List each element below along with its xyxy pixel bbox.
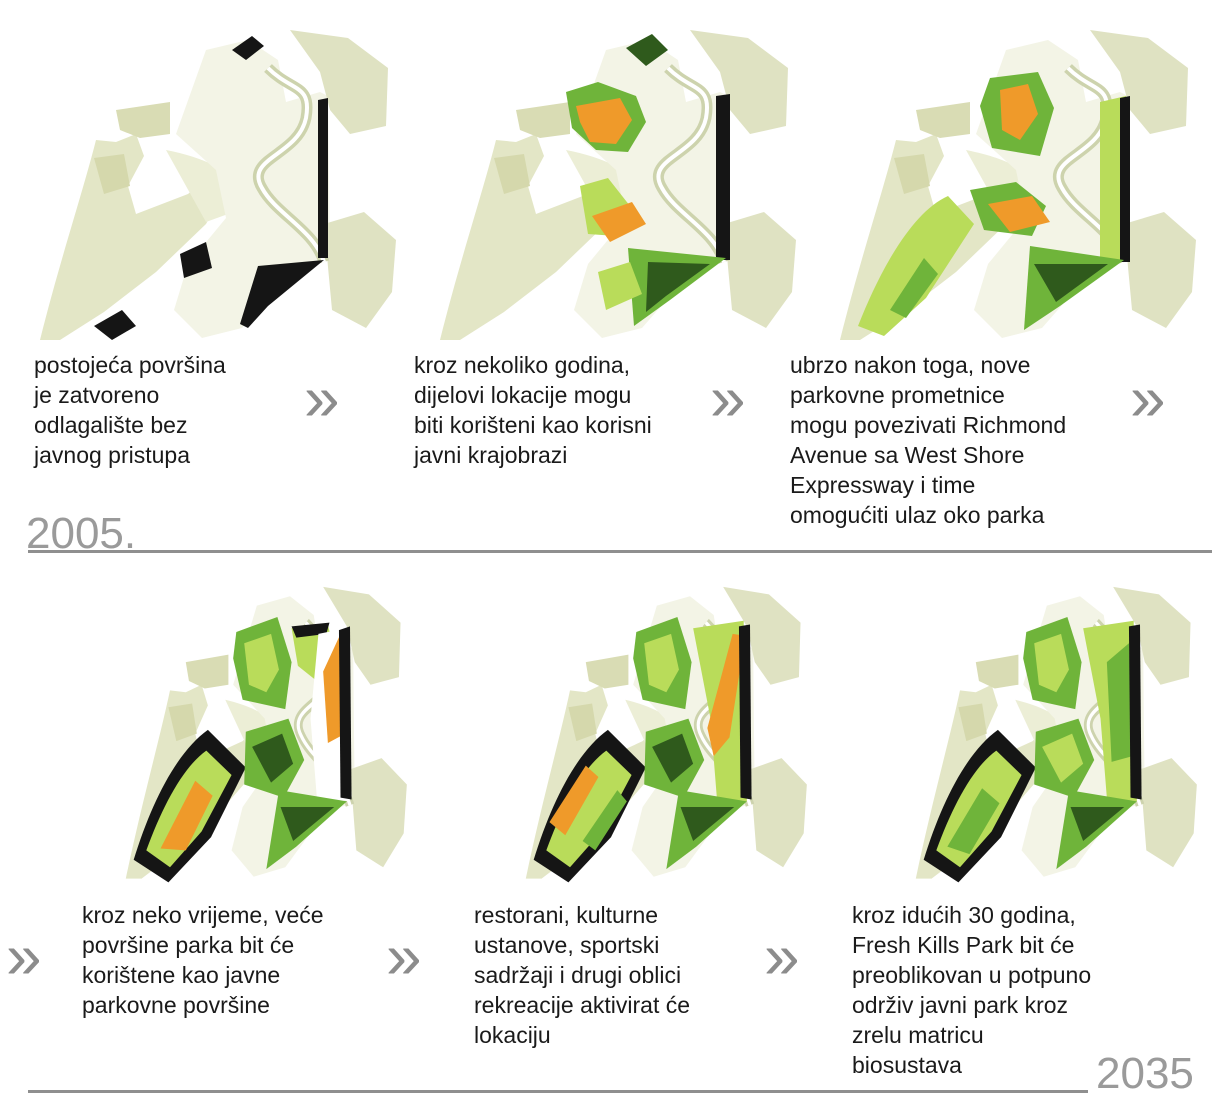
- phase-map-1: [20, 10, 400, 350]
- stage-1-caption: postojeća površina je zatvoreno odlagali…: [34, 350, 226, 470]
- start-year-label: 2005.: [26, 509, 137, 558]
- caption-line: parkovne površine: [82, 992, 270, 1018]
- caption-line: ustanove, sportski: [474, 932, 660, 958]
- caption-line: javni krajobrazi: [414, 442, 568, 468]
- arrow-right-icon: »: [304, 362, 340, 434]
- row-divider: [28, 550, 1212, 553]
- stage-6-caption: kroz idućih 30 godina, Fresh Kills Park …: [852, 900, 1091, 1080]
- caption-line: je zatvoreno: [34, 382, 160, 408]
- phase-map-3: [820, 10, 1200, 350]
- caption-line: restorani, kulturne: [474, 902, 659, 928]
- caption-line: Fresh Kills Park bit će: [852, 932, 1075, 958]
- caption-line: preoblikovan u potpuno: [852, 962, 1092, 988]
- caption-line: omogućiti ulaz oko parka: [790, 502, 1045, 528]
- arrow-right-icon: »: [1130, 362, 1166, 434]
- caption-line: površine parka bit će: [82, 932, 295, 958]
- phase-map-5: [510, 568, 810, 888]
- phase-map-4: [110, 568, 410, 888]
- caption-line: dijelovi lokacije mogu: [414, 382, 632, 408]
- stage-4-caption: kroz neko vrijeme, veće površine parka b…: [82, 900, 324, 1020]
- end-year-label: 2035: [1096, 1049, 1194, 1098]
- phase-map-2: [420, 10, 800, 350]
- caption-line: odlagalište bez: [34, 412, 188, 438]
- caption-line: zrelu matricu: [852, 1022, 984, 1048]
- caption-line: lokaciju: [474, 1022, 551, 1048]
- caption-line: Expressway i time: [790, 472, 976, 498]
- caption-line: korištene kao javne: [82, 962, 281, 988]
- caption-line: postojeća površina: [34, 352, 226, 378]
- caption-line: sadržaji i drugi oblici: [474, 962, 682, 988]
- caption-line: kroz nekoliko godina,: [414, 352, 631, 378]
- arrow-right-icon: »: [6, 920, 42, 992]
- caption-line: kroz idućih 30 godina,: [852, 902, 1076, 928]
- arrow-right-icon: »: [710, 362, 746, 434]
- arrow-right-icon: »: [386, 920, 422, 992]
- caption-line: rekreacije aktivirat će: [474, 992, 691, 1018]
- caption-line: biti korišteni kao korisni: [414, 412, 652, 438]
- caption-line: mogu povezivati Richmond: [790, 412, 1067, 438]
- stage-3-caption: ubrzo nakon toga, nove parkovne prometni…: [790, 350, 1066, 530]
- caption-line: biosustava: [852, 1052, 962, 1078]
- stage-2-caption: kroz nekoliko godina, dijelovi lokacije …: [414, 350, 652, 470]
- arrow-right-icon: »: [764, 920, 800, 992]
- caption-line: održiv javni park kroz: [852, 992, 1069, 1018]
- caption-line: parkovne prometnice: [790, 382, 1005, 408]
- caption-line: javnog pristupa: [34, 442, 190, 468]
- caption-line: Avenue sa West Shore: [790, 442, 1025, 468]
- caption-line: kroz neko vrijeme, veće: [82, 902, 324, 928]
- bottom-divider: [28, 1090, 1088, 1093]
- stage-5-caption: restorani, kulturne ustanove, sportski s…: [474, 900, 690, 1050]
- caption-line: ubrzo nakon toga, nove: [790, 352, 1031, 378]
- phase-map-6: [900, 568, 1200, 888]
